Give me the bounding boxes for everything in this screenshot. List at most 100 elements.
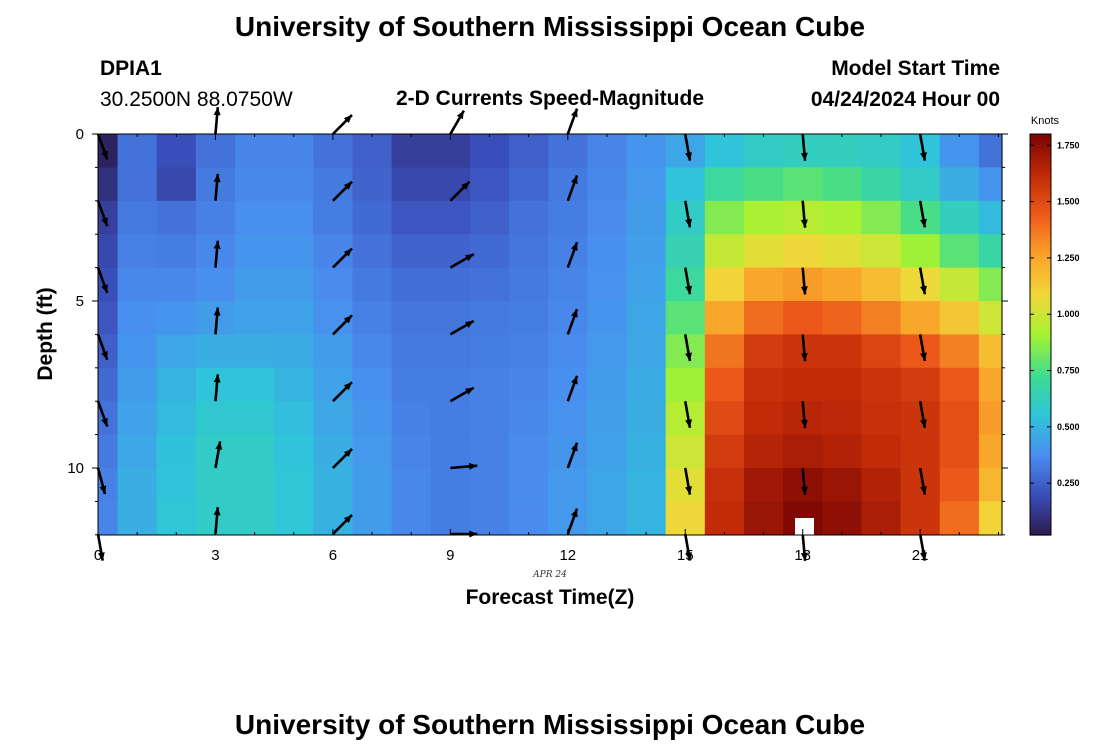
heatmap-cell <box>548 401 588 436</box>
heatmap-cell <box>978 301 1003 335</box>
heatmap-cell <box>274 200 314 235</box>
colorbar-segment <box>1030 524 1051 529</box>
colorbar-segment <box>1030 367 1051 372</box>
colorbar-segment <box>1030 408 1051 412</box>
y-axis-ticks: 0 5 10 <box>67 126 1008 536</box>
heatmap-cell <box>274 234 314 269</box>
heatmap-cell <box>861 234 902 269</box>
heatmap-cell <box>587 334 628 369</box>
heatmap-cell <box>783 367 823 402</box>
heatmap-cell <box>313 334 354 369</box>
heatmap-cell <box>626 134 667 168</box>
heatmap-cell <box>352 401 393 436</box>
speed-heatmap <box>98 134 1003 536</box>
heatmap-cell <box>469 367 510 402</box>
colorbar-segment <box>1030 287 1051 292</box>
heatmap-cell <box>430 334 471 369</box>
colorbar-segment <box>1030 220 1051 225</box>
heatmap-cell <box>978 434 1003 469</box>
colorbar-tick-label: 0.250 <box>1057 478 1080 488</box>
heatmap-cell <box>98 501 119 536</box>
chart-title: University of Southern Mississippi Ocean… <box>235 11 865 42</box>
colorbar-segment <box>1030 271 1051 275</box>
colorbar-segment <box>1030 311 1051 316</box>
colorbar-segment <box>1030 247 1051 252</box>
colorbar-segment <box>1030 331 1051 336</box>
colorbar-segment <box>1030 414 1051 419</box>
colorbar-segment <box>1030 284 1051 289</box>
current-vector <box>566 508 579 535</box>
station-coords: 30.2500N 88.0750W <box>100 88 293 111</box>
heatmap-cell <box>98 434 119 469</box>
heatmap-cell <box>235 501 275 536</box>
colorbar-segment <box>1030 180 1051 185</box>
current-vector <box>800 401 808 429</box>
colorbar-tick-label: 0.500 <box>1057 422 1080 432</box>
heatmap-cell <box>156 334 197 369</box>
colorbar-segment <box>1030 207 1051 212</box>
heatmap-cell <box>978 367 1003 402</box>
heatmap-cell <box>98 167 119 202</box>
heatmap-cell <box>430 267 471 302</box>
heatmap-cell <box>430 434 471 469</box>
heatmap-cell <box>352 134 393 168</box>
colorbar-segment <box>1030 454 1051 459</box>
current-vector <box>96 333 109 361</box>
heatmap-cell <box>235 334 275 369</box>
heatmap-cell <box>391 468 432 502</box>
heatmap-cell <box>235 234 275 269</box>
heatmap-cell <box>117 167 158 202</box>
heatmap-cell <box>430 468 471 502</box>
current-vector <box>683 467 692 495</box>
heatmap-cell <box>626 334 667 369</box>
current-vector <box>213 240 221 268</box>
heatmap-cell <box>939 334 980 369</box>
heatmap-cell <box>704 501 745 536</box>
colorbar-tick-label: 1.500 <box>1057 197 1080 207</box>
heatmap-cell <box>274 334 314 369</box>
colorbar-segment <box>1030 337 1051 342</box>
heatmap-cell <box>783 234 823 269</box>
heatmap-cell <box>822 167 863 202</box>
colorbar-segment <box>1030 224 1051 229</box>
heatmap-cell <box>743 234 784 269</box>
colorbar-segment <box>1030 441 1051 446</box>
heatmap-cell <box>156 468 197 502</box>
colorbar-segment <box>1030 244 1051 249</box>
current-vector <box>331 314 353 336</box>
heatmap-cell <box>548 267 588 302</box>
heatmap-cell <box>235 401 275 436</box>
colorbar-segment <box>1030 431 1051 436</box>
heatmap-cell <box>900 367 941 402</box>
heatmap-cell <box>117 434 158 469</box>
heatmap-cell <box>156 267 197 302</box>
current-vector <box>918 400 927 429</box>
heatmap-cell <box>469 301 510 335</box>
colorbar-segment <box>1030 411 1051 416</box>
current-vector <box>918 533 927 561</box>
current-vector <box>683 400 692 429</box>
current-vector <box>449 109 465 135</box>
heatmap-cell <box>117 301 158 335</box>
heatmap-cell <box>98 134 119 168</box>
colorbar-segment <box>1030 260 1051 265</box>
colorbar-segment <box>1030 274 1051 279</box>
colorbar-segment <box>1030 200 1051 205</box>
heatmap-cell <box>391 367 432 402</box>
colorbar-segment <box>1030 404 1051 409</box>
colorbar-segment <box>1030 424 1051 429</box>
heatmap-cell <box>626 301 667 335</box>
colorbar-segment <box>1030 484 1051 489</box>
colorbar-segment <box>1030 364 1051 369</box>
heatmap-cell <box>156 434 197 469</box>
current-vector <box>96 533 105 561</box>
colorbar-segment <box>1030 501 1051 506</box>
current-vector <box>331 113 353 135</box>
colorbar-segment <box>1030 421 1051 426</box>
heatmap-cell <box>626 468 667 502</box>
colorbar-segment <box>1030 134 1051 138</box>
colorbar-segment <box>1030 347 1051 352</box>
heatmap-cell <box>274 367 314 402</box>
colorbar-segment <box>1030 354 1051 359</box>
colorbar-segment <box>1030 361 1051 366</box>
